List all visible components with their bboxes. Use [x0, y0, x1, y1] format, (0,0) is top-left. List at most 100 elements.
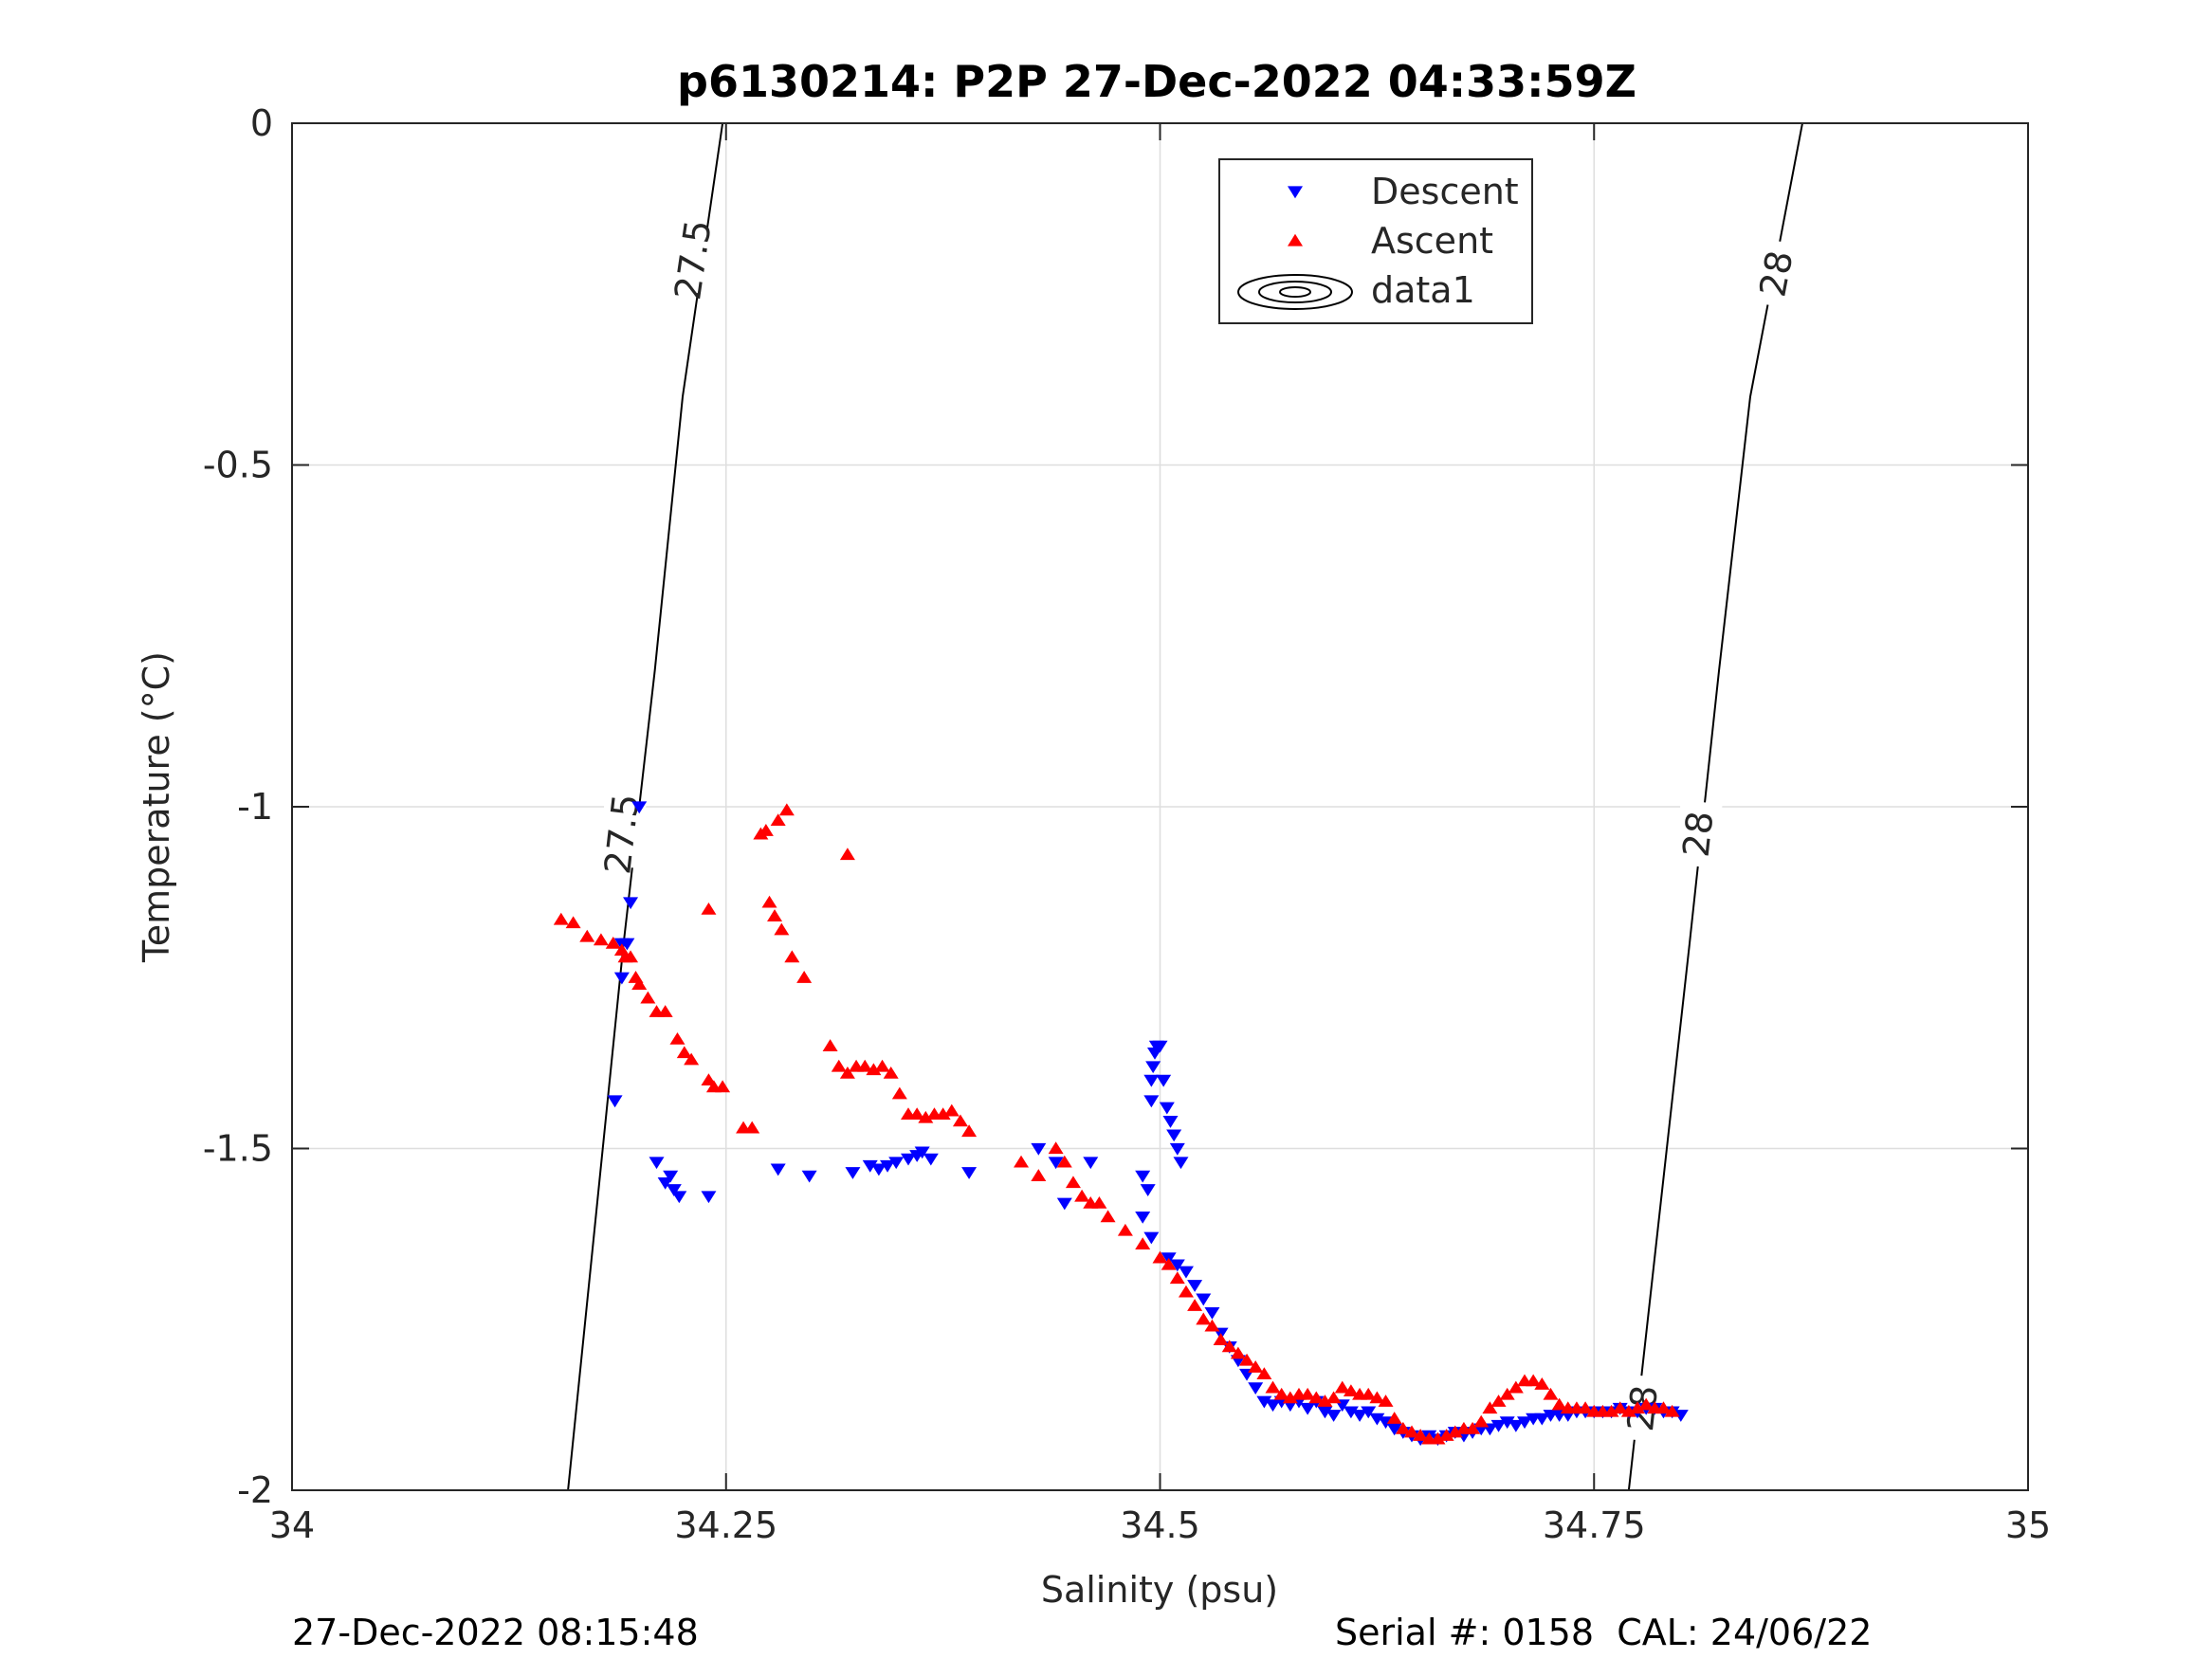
- ascent-point: [778, 803, 795, 816]
- ascent-point: [1273, 1387, 1289, 1400]
- descent-point: [923, 1153, 939, 1166]
- x-tick-label: 34.25: [674, 1504, 777, 1546]
- descent-point: [607, 1095, 623, 1108]
- ascent-point: [1499, 1387, 1515, 1400]
- ascent-point: [1221, 1340, 1237, 1353]
- descent-point: [666, 1184, 682, 1196]
- ascent-point: [952, 1114, 968, 1127]
- descent-point: [862, 1159, 878, 1173]
- descent-point: [1187, 1280, 1203, 1292]
- x-axis-label: Salinity (psu): [1041, 1569, 1278, 1611]
- descent-point: [845, 1167, 861, 1179]
- ascent-point: [774, 922, 790, 936]
- descent-point: [1169, 1259, 1185, 1272]
- ascent-point: [1655, 1401, 1672, 1414]
- legend-contour-icon: [1279, 286, 1311, 298]
- ascent-point: [1403, 1425, 1419, 1438]
- chart-title: p6130214: P2P 27-Dec-2022 04:33:59Z: [677, 56, 1636, 107]
- ascent-point: [1135, 1237, 1151, 1250]
- descent-point: [1386, 1423, 1402, 1436]
- ascent-point: [909, 1107, 925, 1121]
- ascent-point: [1282, 1391, 1298, 1404]
- grid-lines: [292, 123, 2028, 1490]
- ascent-point: [839, 1066, 855, 1079]
- descent-point: [663, 1170, 679, 1183]
- ascent-point: [1091, 1195, 1107, 1209]
- ascent-point: [857, 1059, 873, 1072]
- descent-point: [701, 1191, 717, 1204]
- ascent-point: [1526, 1374, 1542, 1387]
- ascent-point: [935, 1107, 951, 1121]
- x-tick-label: 34.5: [1120, 1504, 1200, 1546]
- ascent-point: [1152, 1250, 1168, 1264]
- descent-point: [1534, 1413, 1550, 1426]
- ascent-point: [1248, 1360, 1264, 1373]
- ascent-point: [1256, 1367, 1272, 1380]
- ascent-point: [1612, 1401, 1628, 1414]
- descent-point: [1056, 1197, 1072, 1211]
- ascent-point: [874, 1059, 890, 1072]
- ascent-point: [579, 929, 595, 942]
- descent-point: [1369, 1413, 1385, 1426]
- contour-label-gap: [667, 225, 719, 296]
- x-tick-label: 34: [269, 1504, 315, 1546]
- descent-point: [1490, 1419, 1507, 1432]
- ascent-point: [1178, 1285, 1194, 1298]
- ascent-point: [1386, 1412, 1402, 1424]
- descent-point: [1178, 1266, 1194, 1279]
- descent-point: [619, 938, 635, 951]
- ascent-point: [1343, 1384, 1359, 1397]
- y-tick-label: -1.5: [203, 1128, 273, 1170]
- footer-serial-cal: Serial #: 0158 CAL: 24/06/22: [1335, 1612, 1873, 1653]
- ascent-point: [1300, 1387, 1316, 1400]
- footer-timestamp: 27-Dec-2022 08:15:48: [292, 1612, 699, 1653]
- ascent-point: [1169, 1271, 1185, 1285]
- ascent-point: [593, 933, 609, 946]
- descent-point: [623, 897, 639, 910]
- ascent-point: [943, 1103, 960, 1117]
- ascent-point: [1014, 1155, 1030, 1168]
- ascent-point: [1161, 1257, 1177, 1270]
- ascent-point: [1508, 1380, 1524, 1394]
- ascent-point: [1100, 1210, 1116, 1223]
- descent-point: [1256, 1395, 1272, 1409]
- ascent-point: [1074, 1189, 1090, 1202]
- legend-label: data1: [1371, 269, 1475, 311]
- ascent-point: [1447, 1425, 1463, 1438]
- descent-point: [1169, 1142, 1185, 1156]
- descent-point: [1140, 1184, 1156, 1196]
- ascent-point: [1413, 1429, 1429, 1441]
- ascent-point: [1551, 1397, 1567, 1411]
- ascent-point: [883, 1066, 899, 1079]
- descent-point: [888, 1157, 905, 1170]
- ascent-point: [961, 1124, 978, 1138]
- x-tick-label: 34.75: [1543, 1504, 1646, 1546]
- descent-point: [649, 1157, 665, 1170]
- ascent-point: [1534, 1377, 1550, 1390]
- descent-point: [1135, 1170, 1151, 1183]
- descent-point: [1135, 1212, 1151, 1224]
- ascent-point: [1578, 1401, 1594, 1414]
- ascent-point: [1482, 1401, 1498, 1414]
- descent-point: [1361, 1406, 1377, 1419]
- descent-point: [671, 1191, 687, 1204]
- descent-point: [1343, 1406, 1359, 1419]
- ascent-point: [1620, 1404, 1636, 1417]
- descent-point: [1508, 1419, 1524, 1432]
- ascent-point: [1334, 1380, 1350, 1394]
- descent-point: [1083, 1157, 1099, 1170]
- descent-point: [870, 1163, 887, 1176]
- ascent-point: [1325, 1391, 1342, 1404]
- ascent-point: [631, 977, 648, 991]
- ascent-point: [605, 937, 621, 949]
- ascent-point: [1308, 1391, 1325, 1404]
- ascent-point: [1473, 1414, 1490, 1428]
- ascent-point: [784, 950, 800, 963]
- ascent-point: [891, 1086, 907, 1100]
- ascent-point: [839, 848, 855, 861]
- ascent-point: [623, 950, 639, 963]
- ascent-point: [761, 895, 777, 908]
- legend-box: [1218, 158, 1533, 324]
- ascent-point: [758, 824, 774, 836]
